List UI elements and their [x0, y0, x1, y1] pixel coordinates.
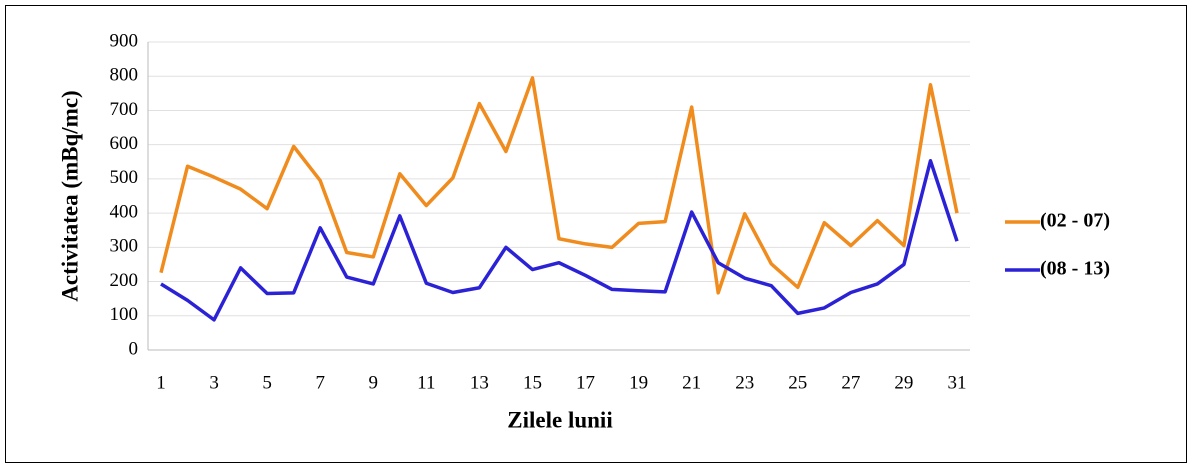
y-axis-label: Activitatea (mBq/mc): [57, 90, 82, 301]
chart-border: [5, 5, 1187, 463]
line: [159, 76, 959, 295]
y-tick-label: 600: [110, 133, 139, 154]
y-tick-label: 400: [110, 201, 139, 222]
x-tick-label: 29: [894, 372, 913, 393]
x-tick-label: 17: [576, 372, 595, 393]
x-tick-label: 15: [523, 372, 542, 393]
x-tick-label: 31: [948, 372, 967, 393]
y-tick-label: 200: [110, 270, 139, 291]
y-tick-label: 100: [110, 304, 139, 325]
x-tick-label: 21: [682, 372, 701, 393]
x-tick-label: 27: [841, 372, 860, 393]
y-tick-label: 0: [129, 338, 139, 359]
x-tick-label: 3: [209, 372, 219, 393]
x-tick-label: 19: [629, 372, 648, 393]
x-tick-label: 25: [788, 372, 807, 393]
y-tick-label: 700: [110, 99, 139, 120]
x-tick-label: 5: [262, 372, 272, 393]
legend-label: (02 - 07): [1040, 210, 1110, 232]
x-tick-label: 7: [315, 372, 325, 393]
x-axis-label: Zilele lunii: [507, 407, 613, 432]
y-tick-label: 500: [110, 167, 139, 188]
x-tick-label: 11: [417, 372, 435, 393]
x-tick-label: 23: [735, 372, 754, 393]
legend-label: (08 - 13): [1040, 258, 1110, 280]
line: [160, 159, 959, 322]
x-tick-label: 13: [470, 372, 489, 393]
x-tick-label: 9: [369, 372, 379, 393]
x-tick-label: 1: [156, 372, 166, 393]
y-tick-label: 900: [110, 30, 139, 51]
y-tick-label: 300: [110, 236, 139, 257]
y-tick-label: 800: [110, 65, 139, 86]
